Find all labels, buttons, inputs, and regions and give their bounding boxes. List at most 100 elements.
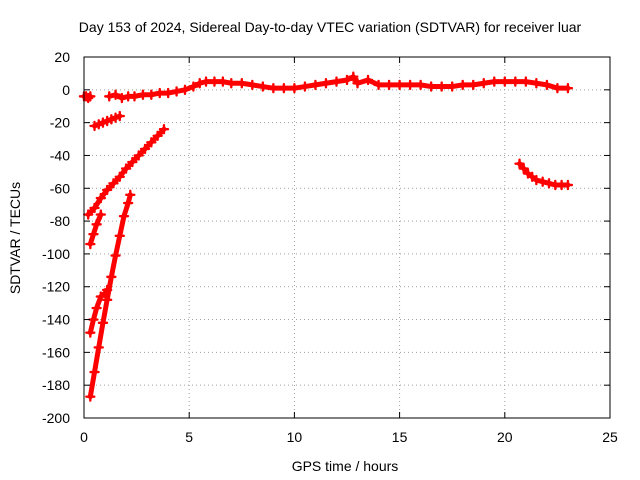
data-point — [468, 79, 479, 91]
data-point — [489, 76, 500, 87]
data-point — [101, 294, 113, 306]
y-axis-label: SDTVAR / TECUs — [7, 182, 23, 294]
data-marks — [78, 71, 574, 402]
data-point — [537, 176, 548, 187]
data-point — [125, 189, 136, 201]
data-point — [247, 79, 258, 91]
data-point — [310, 79, 321, 91]
data-point — [383, 79, 395, 91]
data-point — [152, 130, 163, 141]
data-point — [137, 89, 149, 100]
data-point — [236, 78, 247, 89]
data-point — [110, 89, 121, 100]
data-point — [514, 158, 525, 169]
data-point — [88, 314, 99, 325]
data-point — [499, 76, 510, 87]
data-point — [320, 78, 332, 89]
data-point — [106, 271, 117, 283]
series-trace — [87, 212, 104, 247]
data-point — [110, 250, 121, 261]
series-3 — [104, 71, 574, 104]
data-point — [154, 87, 165, 99]
series-trace — [106, 74, 571, 101]
data-point — [83, 209, 94, 220]
data-point — [289, 82, 300, 94]
data-point — [341, 74, 353, 86]
data-point — [415, 79, 426, 91]
data-point — [89, 366, 100, 378]
data-point — [188, 81, 199, 92]
data-point — [541, 79, 553, 91]
data-point — [352, 78, 363, 89]
data-point — [394, 79, 405, 91]
data-point — [114, 110, 125, 122]
data-point — [404, 79, 416, 91]
y-tick-label: -20 — [50, 115, 70, 131]
data-point — [162, 87, 174, 99]
chart-title: Day 153 of 2024, Sidereal Day-to-day VTE… — [79, 19, 582, 35]
data-point — [447, 81, 458, 92]
data-point — [348, 71, 359, 82]
data-point — [114, 171, 125, 182]
data-point — [531, 174, 542, 186]
data-point — [133, 150, 144, 161]
data-point — [89, 202, 100, 214]
series-7 — [85, 189, 136, 402]
data-point — [510, 76, 521, 87]
data-point — [543, 178, 555, 189]
data-point — [95, 192, 107, 204]
data-point — [120, 163, 132, 174]
data-point — [122, 197, 134, 209]
data-point — [146, 137, 157, 148]
series-1 — [78, 91, 96, 104]
data-point — [171, 86, 182, 97]
x-tick-label: 10 — [287, 429, 303, 445]
data-point — [116, 92, 128, 104]
data-point — [91, 219, 102, 230]
data-point — [85, 91, 96, 102]
data-point — [101, 184, 113, 196]
data-point — [97, 317, 109, 329]
x-tick-label: 5 — [185, 429, 193, 445]
data-point — [104, 91, 115, 102]
data-point — [217, 76, 229, 87]
data-point — [518, 163, 529, 174]
x-axis-label: GPS time / hours — [292, 458, 399, 474]
data-point — [194, 78, 205, 89]
series-2 — [89, 110, 125, 132]
x-tick-label: 15 — [392, 429, 408, 445]
data-point — [520, 76, 532, 87]
data-point — [95, 209, 107, 220]
data-point — [93, 342, 104, 353]
data-point — [85, 391, 96, 402]
data-point — [114, 230, 125, 242]
y-tick-label: -160 — [42, 344, 70, 360]
data-point — [146, 89, 157, 100]
data-point — [562, 179, 574, 191]
data-point — [129, 91, 140, 102]
data-point — [299, 81, 311, 92]
data-point — [158, 124, 170, 135]
y-tick-label: -120 — [42, 279, 70, 295]
data-point — [457, 79, 468, 91]
series-5 — [85, 209, 107, 250]
data-point — [226, 78, 237, 89]
axis-ticks: 0 5 10 15 20 25-200-180-160-140-120-100-80-60… — [42, 49, 618, 445]
y-tick-label: -80 — [50, 213, 70, 229]
data-point — [85, 238, 96, 250]
y-tick-label: 20 — [54, 49, 70, 65]
data-point — [118, 210, 130, 222]
data-point — [531, 78, 542, 89]
y-tick-label: 0 — [62, 82, 70, 98]
grid-lines — [84, 57, 610, 418]
data-point — [562, 82, 574, 94]
data-point — [331, 76, 342, 87]
x-tick-label: 0 — [80, 429, 88, 445]
plot-frame — [83, 56, 611, 419]
data-point — [552, 82, 563, 94]
data-point — [362, 74, 374, 86]
data-point — [373, 79, 384, 91]
data-point — [278, 82, 290, 94]
series-8 — [514, 158, 574, 191]
